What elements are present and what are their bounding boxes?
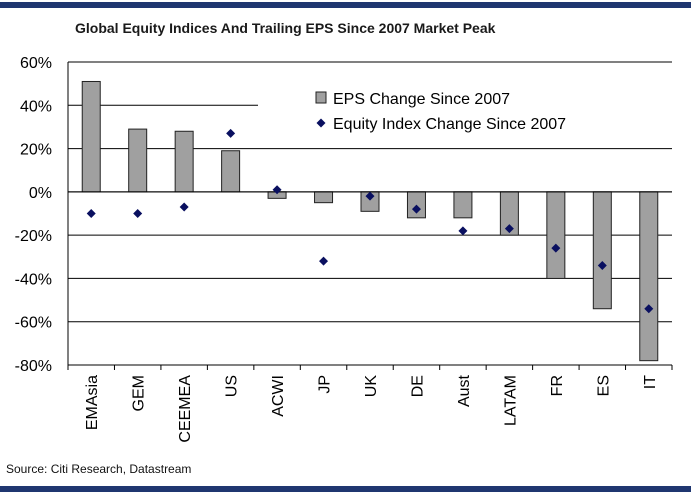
- x-category-label: EMAsia: [84, 375, 101, 430]
- x-category-label: IT: [642, 375, 659, 389]
- x-category-label: CEEMEA: [177, 375, 194, 443]
- x-category-label: US: [224, 375, 241, 397]
- x-category-label: Aust: [456, 374, 473, 407]
- x-category-label: ES: [595, 375, 612, 396]
- x-category-label: LATAM: [502, 375, 519, 426]
- equity-index-marker: [365, 191, 375, 201]
- bottom-rule: [0, 486, 691, 492]
- eps-bar: [221, 150, 241, 193]
- equity-index-marker: [319, 256, 329, 266]
- eps-bar: [81, 80, 101, 193]
- axis-layer: [67, 62, 673, 370]
- legend-label-eps: EPS Change Since 2007: [333, 91, 510, 108]
- equity-index-marker: [551, 243, 561, 253]
- y-tick-label: 40%: [20, 98, 52, 115]
- bar-layer: [81, 80, 659, 362]
- x-category-label: DE: [409, 375, 426, 397]
- x-category-label: JP: [317, 375, 334, 394]
- equity-index-marker: [179, 202, 189, 212]
- legend-label-equity: Equity Index Change Since 2007: [333, 116, 566, 133]
- equity-index-marker: [644, 304, 654, 314]
- eps-bar: [592, 191, 612, 310]
- x-category-label: UK: [363, 375, 380, 398]
- x-category-label: ACWI: [270, 375, 287, 417]
- eps-bar: [128, 128, 148, 193]
- eps-bar: [639, 191, 659, 362]
- y-tick-label: -40%: [15, 271, 52, 288]
- x-category-label: FR: [549, 375, 566, 396]
- top-rule: [0, 2, 691, 8]
- equity-index-marker: [226, 128, 236, 138]
- legend: EPS Change Since 2007 Equity Index Change…: [315, 91, 566, 133]
- equity-index-marker: [504, 224, 514, 234]
- equity-index-marker: [458, 226, 468, 236]
- x-category-label: GEM: [131, 375, 148, 411]
- chart-title: Global Equity Indices And Trailing EPS S…: [75, 20, 496, 36]
- marker-layer: [86, 128, 654, 314]
- y-tick-labels: 60% 40% 20% 0% -20% -40% -60% -80%: [15, 55, 52, 375]
- y-tick-label: 0%: [29, 185, 52, 202]
- equity-index-marker: [86, 209, 96, 218]
- y-tick-label: -20%: [15, 228, 52, 245]
- equity-index-marker: [133, 209, 143, 218]
- eps-bar: [453, 191, 473, 219]
- equity-index-marker: [411, 204, 421, 214]
- source-note: Source: Citi Research, Datastream: [6, 462, 192, 476]
- eps-bar: [174, 130, 194, 193]
- legend-bar-swatch: [315, 91, 327, 104]
- y-tick-label: -80%: [15, 358, 52, 375]
- y-tick-label: -60%: [15, 315, 52, 332]
- y-tick-label: 20%: [20, 142, 52, 159]
- eps-bar: [314, 191, 334, 204]
- equity-index-marker: [272, 185, 282, 195]
- equity-index-marker: [597, 260, 607, 270]
- eps-bar: [546, 191, 566, 279]
- x-category-labels: EMAsia GEM CEEMEA US ACWI JP UK DE Aust LATAM FR ES…: [84, 374, 659, 442]
- y-tick-label: 60%: [20, 55, 52, 72]
- legend-diamond-swatch: [316, 118, 326, 128]
